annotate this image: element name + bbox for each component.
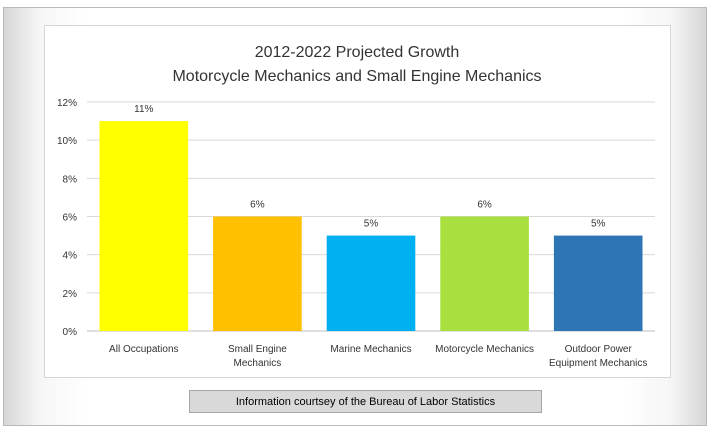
y-tick-label: 10% [57,136,77,147]
data-label: 5% [591,219,606,230]
data-labels: 11% 6% 5% 6% 5% [134,104,605,229]
x-tick-label: Small Engine [228,344,287,355]
bar [99,121,189,331]
y-tick-label: 6% [63,213,78,224]
y-axis: 0% 2% 4% 6% 8% 10% 12% [57,98,77,338]
y-tick-label: 12% [57,98,77,109]
bar [440,216,529,331]
x-tick-label: All Occupations [109,344,178,355]
data-label: 6% [477,200,492,211]
chart-subtitle: Motorcycle Mechanics and Small Engine Me… [172,68,541,85]
data-label: 11% [134,104,153,115]
y-tick-label: 2% [63,289,78,300]
x-tick-label: Marine Mechanics [330,344,411,355]
y-tick-label: 4% [63,251,78,262]
y-tick-label: 0% [63,327,78,338]
bar [553,235,643,331]
x-axis: All Occupations Small Engine Mechanics Mari… [109,344,647,369]
data-label: 6% [250,200,265,211]
x-tick-label: Mechanics [233,358,281,369]
bar [326,235,416,331]
data-label: 5% [364,219,379,230]
x-tick-label: Motorcycle Mechanics [435,344,534,355]
chart-title: 2012-2022 Projected Growth [255,44,460,61]
x-tick-label: Equipment Mechanics [549,358,647,369]
y-tick-label: 8% [63,174,78,185]
source-caption: Information courtsey of the Bureau of La… [189,390,542,413]
bars [99,121,643,331]
x-tick-label: Outdoor Power [565,344,633,355]
bar [213,216,302,331]
